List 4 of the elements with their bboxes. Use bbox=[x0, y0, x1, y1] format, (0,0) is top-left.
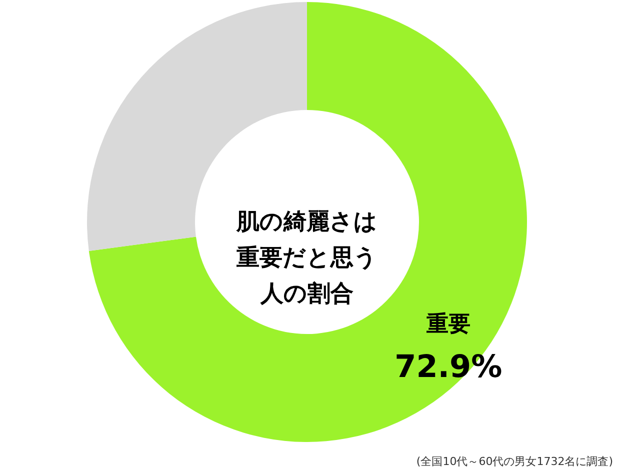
donut-slice bbox=[88, 2, 527, 442]
text: (全国10代～60代の男女1732名に調査) bbox=[416, 455, 613, 468]
text: 肌の綺麗さは重要だと思う人の割合 bbox=[236, 209, 378, 307]
slice-label: 重要 bbox=[425, 312, 470, 337]
